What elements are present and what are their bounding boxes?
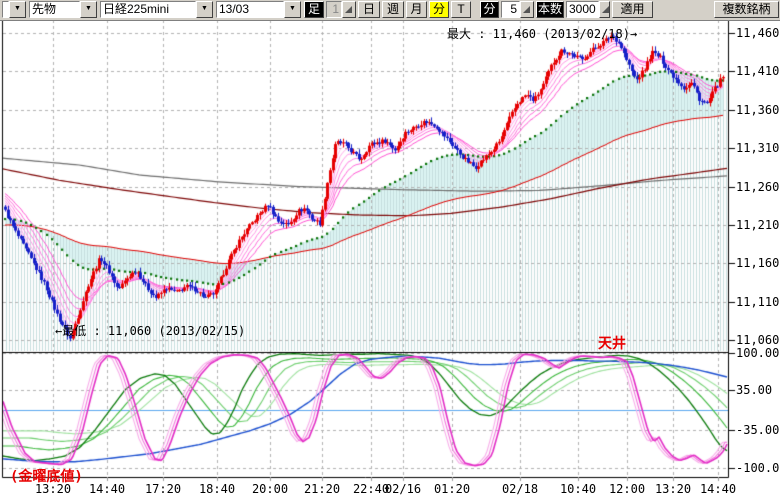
bar-count-tag: 本数 — [536, 1, 564, 18]
toolbar: ▼ 先物 ▼ 日経225mini ▼ 13/03 ▼ 足 1 日 週 月 分 T… — [0, 0, 780, 21]
max-price-annotation: 最大 : 11,460 (2013/02/18)→ — [447, 25, 637, 42]
time-axis-label: 21:20 — [300, 482, 344, 496]
min-price-annotation: ←最低 : 11,060 (2013/02/15) — [55, 322, 245, 339]
minute-tag: 分 — [480, 1, 499, 18]
contract-month-select[interactable]: 13/03 ▼ — [216, 1, 301, 18]
osc-axis-label: -100.00 — [736, 461, 780, 475]
chevron-down-icon[interactable]: ▼ — [284, 1, 301, 18]
price-axis-label: 11,360 — [736, 103, 779, 117]
price-axis-label: 11,410 — [736, 64, 779, 78]
period-month-button[interactable]: 月 — [406, 1, 427, 18]
bar-count-value: 3000 — [566, 1, 599, 18]
spinner-icon[interactable] — [342, 1, 356, 18]
bar-interval-spinner[interactable]: 1 — [326, 1, 356, 18]
chart-canvas[interactable] — [0, 0, 780, 500]
contract-month-value: 13/03 — [216, 1, 284, 18]
symbol-select[interactable]: 日経225mini ▼ — [100, 1, 213, 18]
osc-axis-label: 100.00 — [736, 346, 779, 360]
ceiling-annotation: 天井 — [598, 333, 626, 353]
time-axis-label: 14:40 — [85, 482, 129, 496]
time-axis-label: 13:20 — [31, 482, 75, 496]
price-axis-label: 11,160 — [736, 256, 779, 270]
price-axis-label: 11,210 — [736, 218, 779, 232]
mini-dropdown-value — [2, 1, 9, 18]
price-axis-label: 11,260 — [736, 180, 779, 194]
time-axis-label: 02/16 — [381, 482, 425, 496]
period-day-button[interactable]: 日 — [358, 1, 380, 18]
period-minute-button[interactable]: 分 — [429, 1, 449, 18]
time-axis-label: 12:00 — [605, 482, 649, 496]
spinner-icon[interactable] — [520, 1, 534, 18]
period-tick-button[interactable]: T — [451, 1, 471, 18]
bar-interval-value: 1 — [326, 1, 342, 18]
period-week-button[interactable]: 週 — [382, 1, 404, 18]
time-axis-label: 20:00 — [248, 482, 292, 496]
time-axis-label: 02/18 — [498, 482, 542, 496]
chevron-down-icon[interactable]: ▼ — [196, 1, 213, 18]
mini-dropdown[interactable]: ▼ — [2, 1, 26, 18]
instrument-type-select[interactable]: 先物 ▼ — [29, 1, 97, 18]
symbol-value: 日経225mini — [100, 1, 196, 18]
minute-count-value: 5 — [501, 1, 520, 18]
time-axis-label: 18:40 — [195, 482, 239, 496]
price-axis-label: 11,310 — [736, 141, 779, 155]
minute-count-spinner[interactable]: 5 — [501, 1, 534, 18]
price-axis-label: 11,110 — [736, 295, 779, 309]
time-axis-label: 10:40 — [556, 482, 600, 496]
osc-axis-label: -35.00 — [736, 423, 779, 437]
chevron-down-icon[interactable]: ▼ — [80, 1, 97, 18]
instrument-type-value: 先物 — [29, 1, 80, 18]
apply-button[interactable]: 適用 — [612, 1, 653, 18]
time-axis-label: 14:40 — [696, 482, 740, 496]
time-axis-label: 01:20 — [430, 482, 474, 496]
multi-symbol-button[interactable]: 複数銘柄 — [714, 1, 779, 18]
time-axis-label: 13:20 — [651, 482, 695, 496]
price-axis-label: 11,460 — [736, 26, 779, 40]
chevron-down-icon[interactable]: ▼ — [9, 1, 26, 18]
spinner-icon[interactable] — [599, 1, 610, 18]
osc-axis-label: 35.00 — [736, 383, 772, 397]
time-axis-label: 17:20 — [141, 482, 185, 496]
chart-app-window: ▼ 先物 ▼ 日経225mini ▼ 13/03 ▼ 足 1 日 週 月 分 T… — [0, 0, 780, 500]
bar-count-spinner[interactable]: 3000 — [566, 1, 610, 18]
bar-type-tag: 足 — [304, 1, 324, 18]
